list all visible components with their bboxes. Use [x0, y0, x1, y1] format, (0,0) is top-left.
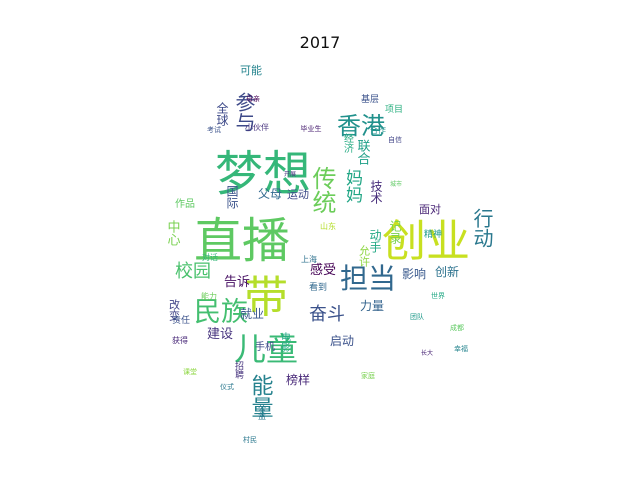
word-9: 传统	[308, 166, 336, 214]
word-65: 长大	[421, 349, 433, 357]
word-1: 梦想	[215, 146, 311, 202]
word-68: 世界	[431, 291, 445, 300]
word-43: 毕业生	[301, 124, 322, 133]
word-16: 父母	[258, 187, 282, 201]
word-59: 自信	[388, 135, 402, 144]
word-40: 项目	[385, 104, 403, 115]
word-24: 告诉	[224, 275, 250, 290]
word-33: 作品	[175, 198, 195, 210]
word-52: 看到	[309, 281, 327, 293]
word-63: 山东	[320, 221, 336, 231]
word-58: 合作	[370, 125, 386, 135]
word-12: 奋斗	[309, 304, 345, 325]
word-53: 电影	[279, 331, 291, 353]
word-29: 力量	[360, 299, 384, 313]
word-28: 创新	[435, 264, 459, 279]
word-21: 可能	[240, 63, 262, 77]
word-10: 参与	[232, 92, 256, 132]
word-31: 榜样	[286, 372, 310, 387]
word-7: 担当	[340, 262, 396, 295]
word-18: 中心	[165, 220, 181, 246]
word-55: 招聘	[233, 360, 244, 380]
word-69: 团队	[410, 312, 424, 321]
word-38: 经济	[342, 132, 354, 153]
word-60: 家庭	[361, 371, 375, 380]
word-19: 国际	[225, 185, 239, 209]
chart-title: 2017	[299, 33, 341, 52]
word-32: 面对	[419, 202, 441, 216]
word-5: 儿童	[234, 330, 298, 368]
word-44: 允许	[358, 244, 371, 268]
word-13: 行动	[470, 208, 494, 248]
word-62: 幸福	[454, 344, 468, 353]
word-47: 责任	[172, 314, 190, 326]
word-48: 获得	[172, 335, 188, 345]
word-6: 民族	[194, 297, 248, 328]
word-39: 动手	[368, 229, 382, 253]
word-34: 改变	[168, 298, 181, 322]
word-2: 直播	[194, 213, 290, 269]
word-49: 对话	[202, 252, 218, 262]
word-70: 课堂	[183, 367, 197, 376]
word-42: 小伙伴	[245, 122, 269, 132]
word-15: 妈妈	[342, 169, 363, 204]
word-35: 手机	[255, 340, 275, 353]
word-8: 香港	[337, 112, 385, 140]
word-26: 建设	[207, 327, 233, 342]
word-67: 开展	[284, 171, 296, 178]
word-46: 记录	[388, 220, 402, 244]
word-50: 精神	[424, 228, 442, 240]
word-64: 仪式	[220, 382, 234, 391]
word-36: 公益	[258, 404, 267, 420]
word-54: 村民	[243, 435, 257, 444]
word-17: 运动	[287, 188, 309, 201]
word-25: 就业	[240, 307, 264, 321]
word-51: 能力	[201, 291, 217, 301]
word-4: 带	[244, 272, 288, 323]
word-57: 母亲	[246, 94, 260, 103]
word-61: 考试	[207, 125, 221, 134]
word-37: 联合	[355, 139, 371, 165]
word-11: 能量	[248, 374, 273, 418]
word-30: 启动	[330, 334, 354, 348]
word-14: 校园	[175, 261, 211, 282]
word-45: 上海	[301, 254, 317, 264]
word-22: 技术	[369, 180, 383, 204]
word-41: 基层	[361, 93, 379, 105]
word-23: 感受	[310, 262, 336, 278]
word-56: 成都	[450, 323, 464, 332]
word-66: 城市	[390, 180, 402, 188]
word-3: 创业	[382, 216, 470, 267]
word-27: 影响	[402, 266, 426, 281]
word-20: 全球	[215, 101, 229, 126]
